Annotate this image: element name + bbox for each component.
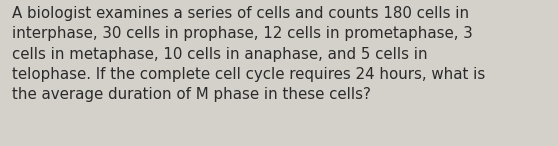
Text: A biologist examines a series of cells and counts 180 cells in
interphase, 30 ce: A biologist examines a series of cells a… xyxy=(12,6,485,102)
